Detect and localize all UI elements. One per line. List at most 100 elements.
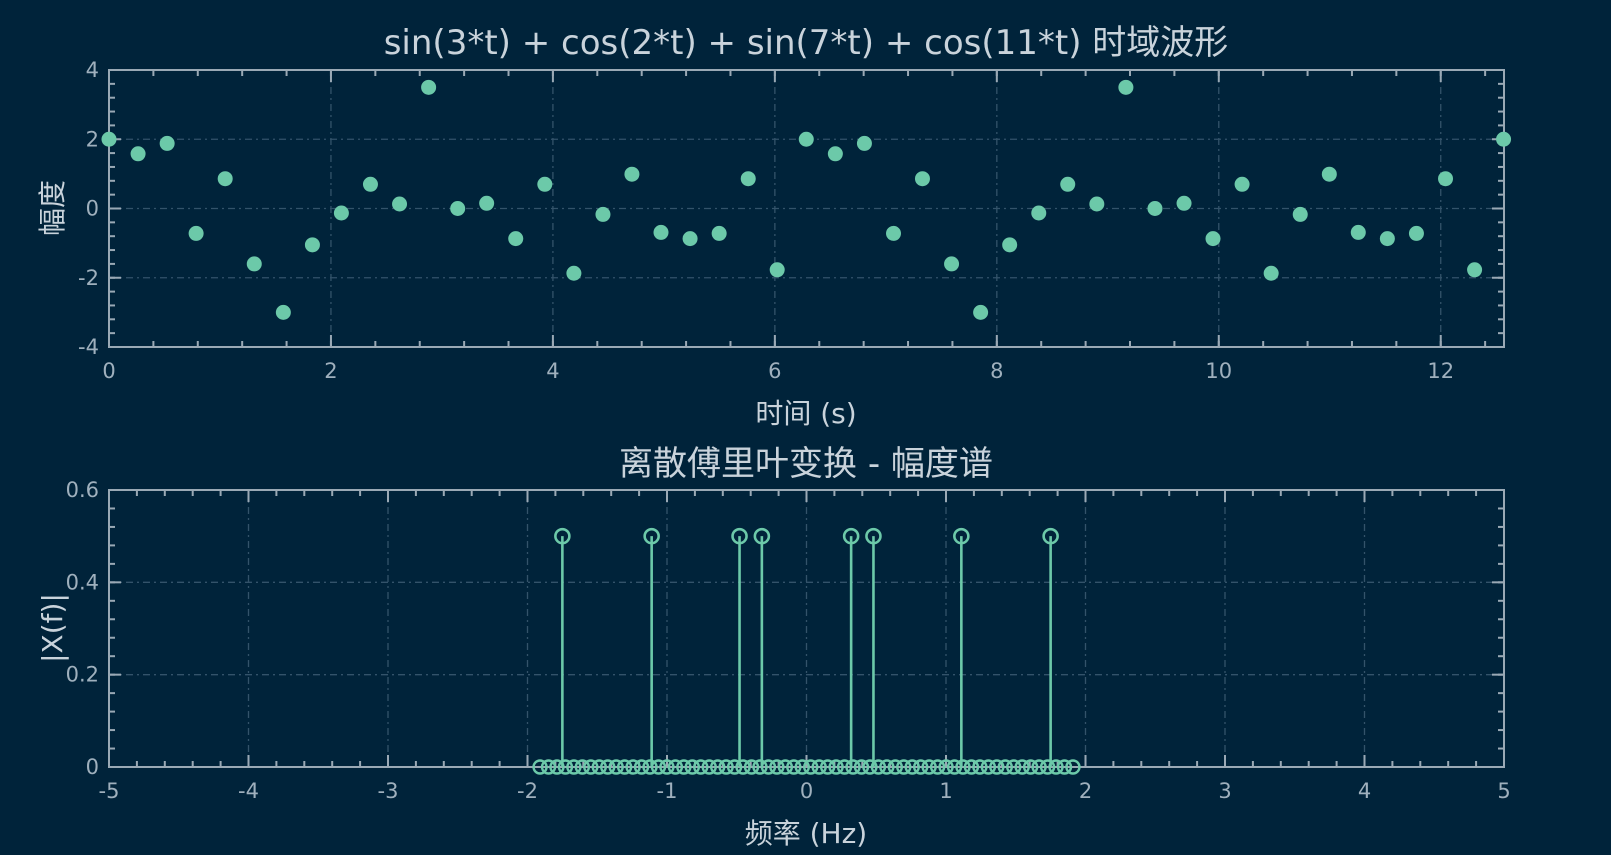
top-y-tick-label: 4 xyxy=(86,58,99,82)
time-domain-panel: 0 2 4 6 8 10 12 -4 -2 0 2 4 sin(3*t) + cos(2*t) + s… xyxy=(36,23,1512,430)
data-point xyxy=(275,304,291,320)
top-x-tick-label: 6 xyxy=(768,359,781,383)
top-y-tick-label: -2 xyxy=(78,266,99,290)
stem-marker xyxy=(1042,527,1059,545)
data-point xyxy=(450,201,466,216)
zero-stem-marker xyxy=(980,759,997,775)
bottom-x-tick-label: -3 xyxy=(378,779,399,803)
data-point xyxy=(682,231,698,247)
zero-stem-marker xyxy=(608,759,624,775)
zero-stem-marker xyxy=(938,759,954,775)
bottom-y-tick-label: 0.4 xyxy=(66,570,99,594)
bottom-x-axis-label: 频率 (Hz) xyxy=(745,817,868,850)
zero-stem-marker xyxy=(929,759,946,775)
bottom-y-axis-label: |X(f)| xyxy=(36,593,69,663)
data-point xyxy=(159,135,175,151)
data-point xyxy=(595,206,611,222)
data-point xyxy=(1350,224,1366,240)
top-y-tick-label: 0 xyxy=(86,197,99,221)
top-x-tick-label: 4 xyxy=(546,359,559,383)
zero-stem-marker xyxy=(1006,759,1022,775)
bottom-y-tick-label: 0 xyxy=(86,755,99,779)
zero-stem-marker xyxy=(540,759,557,775)
zero-stem-marker xyxy=(921,759,937,775)
data-point xyxy=(1205,231,1221,247)
zero-stem-marker xyxy=(591,759,607,775)
data-point xyxy=(624,166,640,182)
top-data-points xyxy=(101,79,1512,320)
stem-marker xyxy=(865,527,882,545)
zero-stem-marker xyxy=(684,759,701,775)
zero-stem-marker xyxy=(752,759,768,775)
zero-stem-marker xyxy=(642,759,658,775)
stem-marker xyxy=(731,527,748,545)
data-point xyxy=(1176,195,1192,211)
data-point xyxy=(1089,196,1105,212)
stem-marker xyxy=(953,527,970,545)
zero-stem-marker xyxy=(912,759,929,775)
zero-stem-marker xyxy=(777,759,794,775)
zero-stem-marker xyxy=(803,759,819,775)
zero-stem-marker xyxy=(870,759,887,775)
zero-stem-marker xyxy=(963,759,980,775)
bottom-tick-labels: -5 -4 -3 -2 -1 0 1 2 3 4 5 0 0.2 0.4 0.6 xyxy=(66,478,1511,803)
data-point xyxy=(101,131,117,147)
zero-stem-marker xyxy=(1031,759,1047,775)
zero-stem-marker xyxy=(972,759,988,775)
data-point xyxy=(479,195,495,211)
zero-stem-marker xyxy=(1039,759,1056,775)
data-point xyxy=(1002,237,1018,253)
zero-stem-marker xyxy=(769,759,785,775)
zero-stem-marker xyxy=(853,759,870,775)
zero-stem-marker xyxy=(566,759,582,775)
bottom-x-tick-label: 0 xyxy=(800,779,813,803)
bottom-x-tick-label: -1 xyxy=(657,779,678,803)
data-point xyxy=(1379,231,1395,247)
data-point xyxy=(188,225,204,241)
data-point xyxy=(1118,79,1134,95)
zero-stem-marker xyxy=(709,759,726,775)
data-point xyxy=(362,176,378,192)
zero-stem-marker xyxy=(633,759,650,775)
data-point xyxy=(914,171,930,187)
data-point xyxy=(304,237,320,253)
data-point xyxy=(1438,171,1454,187)
data-point xyxy=(1060,176,1076,192)
bottom-x-tick-label: 2 xyxy=(1079,779,1092,803)
zero-stem-marker xyxy=(583,759,599,775)
zero-stem-marker xyxy=(726,759,743,775)
stem-marker xyxy=(842,527,860,545)
bottom-x-tick-label: -5 xyxy=(99,779,120,803)
bottom-x-tick-label: 1 xyxy=(939,779,952,803)
data-point xyxy=(740,171,756,187)
zero-stem-marker xyxy=(574,759,591,775)
top-tick-labels: 0 2 4 6 8 10 12 -4 -2 0 2 4 xyxy=(78,58,1454,383)
zero-stem-marker xyxy=(819,759,836,775)
data-point xyxy=(886,225,902,241)
data-point xyxy=(798,131,814,147)
bottom-grid xyxy=(109,490,1504,767)
zero-stem-marker xyxy=(625,759,641,775)
stem-marker xyxy=(554,527,571,545)
data-point xyxy=(392,196,408,212)
zero-stem-marker xyxy=(616,759,633,775)
data-point xyxy=(856,135,872,151)
data-point xyxy=(1408,225,1424,241)
zero-stem-marker xyxy=(676,759,692,775)
zero-stem-marker xyxy=(955,759,971,775)
zero-stem-marker xyxy=(701,759,717,775)
top-x-tick-label: 0 xyxy=(102,359,115,383)
zero-stem-marker xyxy=(845,759,861,775)
data-point xyxy=(130,146,146,162)
bottom-chart-title: 离散傅里叶变换 - 幅度谱 xyxy=(619,444,993,484)
zero-stem-marker xyxy=(1065,759,1081,775)
data-point xyxy=(711,225,727,241)
data-point xyxy=(246,256,262,272)
data-point xyxy=(973,304,989,320)
data-point xyxy=(1321,166,1337,182)
zero-stem-marker xyxy=(794,759,810,775)
zero-stem-marker xyxy=(904,759,920,775)
data-point xyxy=(333,205,349,221)
bottom-y-tick-label: 0.2 xyxy=(66,663,99,687)
